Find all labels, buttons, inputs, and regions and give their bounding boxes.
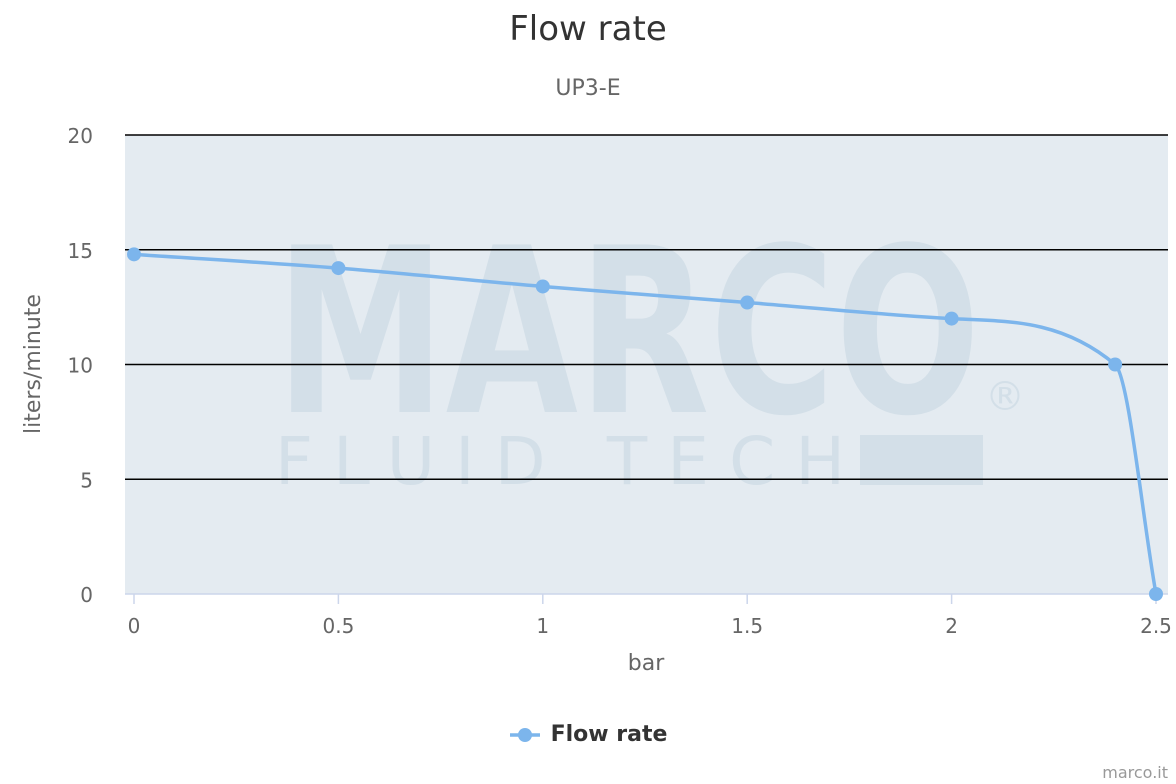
legend-label: Flow rate [550,722,668,747]
x-tick-label: 0.5 [322,614,354,638]
y-tick-label: 10 [68,354,93,378]
chart-subtitle: UP3-E [555,76,620,101]
x-tick-label: 0 [128,614,141,638]
x-tick-label: 2 [945,614,958,638]
legend-line-marker-icon [509,727,540,742]
x-tick-label: 2.5 [1140,614,1172,638]
y-tick-label: 0 [80,583,93,607]
credits-link[interactable]: marco.it [1102,763,1168,782]
data-point[interactable] [331,261,346,276]
y-tick-label: 15 [68,239,93,263]
data-point[interactable] [944,311,959,326]
marco-watermark-logo: MARCO ® FLUID TECH [275,200,1025,500]
data-point[interactable] [535,279,550,294]
data-point[interactable] [1149,587,1163,601]
watermark-bar [860,435,983,485]
x-axis-title: bar [628,651,665,676]
watermark-registered-mark: ® [985,374,1025,420]
x-tick-label: 1 [536,614,549,638]
watermark-marco-text: MARCO [276,200,981,467]
data-point[interactable] [127,247,141,262]
data-point[interactable] [740,295,755,310]
y-axis-title: liters/minute [21,294,46,434]
chart-title: Flow rate [509,9,666,49]
y-tick-label: 5 [80,468,93,492]
data-point[interactable] [1108,357,1123,372]
y-tick-label: 20 [68,124,93,148]
x-tick-label: 1.5 [731,614,763,638]
legend-item-flow-rate[interactable]: Flow rate [0,722,1176,747]
